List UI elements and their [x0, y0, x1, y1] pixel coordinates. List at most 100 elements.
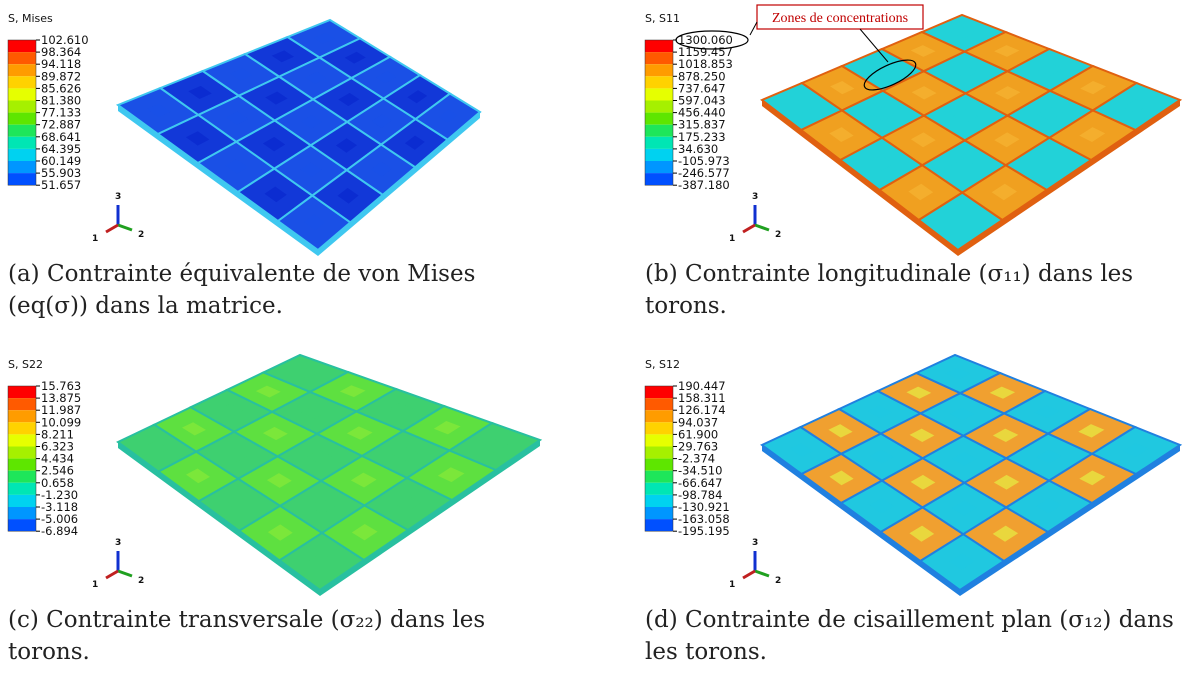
axis-1 — [105, 569, 119, 580]
legend-value: 60.149 — [41, 154, 81, 168]
legend-band — [645, 100, 673, 113]
legend-value: 51.657 — [41, 178, 81, 192]
plate-tile-core — [951, 158, 977, 174]
caption: (d) Contrainte de cisaillement plan (σ₁₂… — [645, 607, 1174, 665]
legend-value: 98.364 — [41, 45, 81, 59]
plate-tile-core — [949, 553, 975, 570]
plate-tile-core — [145, 440, 169, 455]
plate-tile-core — [870, 63, 895, 76]
plate-tile-core — [306, 449, 333, 464]
plate-tile-core — [992, 428, 1019, 443]
legend-value: 4.434 — [41, 452, 74, 466]
legend-band — [645, 519, 673, 532]
legend-band — [8, 148, 36, 161]
plate-tile-core — [313, 32, 336, 44]
legend-band — [8, 136, 36, 149]
legend-band — [645, 458, 673, 471]
legend-value: 13.875 — [41, 391, 81, 405]
plate-tile-core — [351, 523, 378, 541]
plate-tile-core — [868, 155, 894, 172]
legend-band — [645, 64, 673, 77]
plate-tile-core — [300, 162, 322, 178]
plate-tile-core — [407, 90, 428, 104]
plate-tile-core — [951, 500, 977, 516]
plate-tile-core — [1034, 405, 1060, 419]
plate-tile-core — [952, 109, 979, 124]
plate-tile-core — [146, 103, 171, 118]
plate-tile-core — [262, 426, 288, 441]
axis-2 — [754, 569, 770, 578]
legend-band — [8, 124, 36, 137]
legend-value: 81.380 — [41, 94, 81, 108]
plate-tile-core — [437, 467, 465, 483]
plate-tile-core — [267, 524, 293, 541]
plate-tile-core — [339, 385, 366, 398]
triad-label: 1 — [92, 580, 98, 590]
legend-value: 456.440 — [678, 106, 726, 120]
plate-tile-core — [829, 470, 854, 486]
legend-band — [645, 52, 673, 65]
legend-band — [645, 446, 673, 459]
legend-value: 1018.853 — [678, 57, 733, 71]
legend-value: 77.133 — [41, 106, 81, 120]
legend-band — [645, 386, 673, 399]
plate-tile-core — [265, 91, 288, 105]
legend-value: 6.323 — [41, 440, 74, 454]
legend-value: 878.250 — [678, 69, 726, 83]
plate-tile-core — [226, 496, 252, 513]
legend-band — [8, 494, 36, 507]
triad-label: 1 — [92, 234, 98, 244]
plate-tile-core — [911, 86, 937, 100]
legend-band — [8, 422, 36, 435]
plate-tile-core — [262, 136, 286, 152]
plate-tile-core — [1079, 470, 1106, 486]
legend-band — [645, 173, 673, 186]
legend-band — [8, 507, 36, 520]
legend-band — [645, 507, 673, 520]
plate-tile-core — [271, 50, 295, 63]
triad-label: 3 — [752, 192, 758, 202]
legend-value: 89.872 — [41, 69, 81, 83]
legend-value: 2.546 — [41, 464, 74, 478]
plate-tile-core — [993, 474, 1020, 490]
plate-tile-core — [995, 86, 1021, 100]
legend-band — [645, 494, 673, 507]
plate-tile-core — [301, 406, 327, 419]
legend-band — [8, 52, 36, 65]
plate-tile-core — [1122, 442, 1149, 458]
plate-tile-core — [304, 71, 327, 85]
legend-value: 29.763 — [678, 440, 718, 454]
legend-band — [8, 398, 36, 411]
plate-tile-core — [394, 495, 422, 512]
legend-band — [645, 398, 673, 411]
plate-tile-core — [386, 403, 414, 416]
plate-tile-core — [392, 446, 419, 461]
plate-tile-core — [218, 403, 244, 417]
legend-value: -5.006 — [41, 512, 78, 526]
plate-tile-core — [949, 407, 975, 421]
annotation-arrow — [859, 28, 889, 63]
legend-band — [8, 434, 36, 447]
legend-band — [8, 76, 36, 89]
plate-tile-core — [994, 45, 1020, 57]
legend-title: S, S11 — [645, 12, 680, 25]
plate-tile-core — [1037, 63, 1063, 76]
annotation: Zones de concentrations — [772, 11, 908, 26]
plate-tile-core — [264, 186, 287, 203]
plate-tile-core — [869, 498, 894, 514]
legend-value: -195.195 — [678, 524, 730, 538]
legend-value: 55.903 — [41, 166, 81, 180]
annotation-arrow — [749, 21, 758, 36]
plate-tile-core — [303, 214, 326, 231]
plate-tile-core — [480, 438, 508, 453]
legend-value: -163.058 — [678, 512, 730, 526]
plate-tile-core — [1035, 155, 1062, 172]
plate-tile-core — [989, 386, 1016, 399]
triad-label: 2 — [138, 230, 144, 240]
legend-band — [645, 76, 673, 89]
plate-tile-core — [344, 51, 366, 64]
plate-tile-core — [909, 525, 935, 542]
legend-band — [8, 40, 36, 53]
legend-title: S, Mises — [8, 12, 53, 25]
legend-band — [645, 410, 673, 423]
